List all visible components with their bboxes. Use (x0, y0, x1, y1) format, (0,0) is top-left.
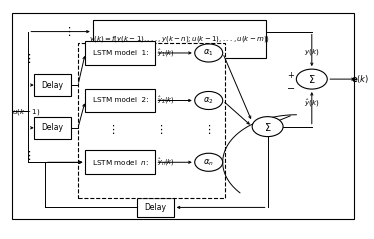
Circle shape (195, 44, 223, 62)
Text: ⋮: ⋮ (23, 151, 34, 161)
Text: LSTM model  $n$:: LSTM model $n$: (92, 158, 149, 167)
Text: $\mathbf{e}(k)$: $\mathbf{e}(k)$ (351, 73, 370, 85)
Text: $\alpha_n$: $\alpha_n$ (203, 157, 214, 168)
Text: $\hat{y}_1(k)$: $\hat{y}_1(k)$ (157, 47, 175, 59)
FancyBboxPatch shape (34, 117, 71, 139)
Text: ⋮: ⋮ (63, 27, 74, 37)
Text: +: + (287, 71, 294, 80)
Text: ⋮: ⋮ (23, 54, 34, 64)
Circle shape (252, 117, 283, 137)
Text: $\Sigma$: $\Sigma$ (308, 73, 316, 85)
FancyBboxPatch shape (12, 13, 354, 219)
Circle shape (195, 92, 223, 109)
Text: $\hat{y}_n(k)$: $\hat{y}_n(k)$ (157, 157, 175, 168)
Text: $y(k)$: $y(k)$ (304, 48, 320, 58)
Text: $\hat{y}_2(k)$: $\hat{y}_2(k)$ (157, 95, 175, 106)
Text: ⋮: ⋮ (203, 125, 214, 135)
Text: −: − (287, 84, 295, 94)
Circle shape (195, 153, 223, 171)
FancyBboxPatch shape (34, 74, 71, 96)
Text: $\alpha_2$: $\alpha_2$ (203, 95, 214, 106)
Text: LSTM model  1:: LSTM model 1: (92, 50, 148, 56)
Text: Delay: Delay (41, 81, 63, 90)
Text: $\alpha_1$: $\alpha_1$ (203, 48, 214, 58)
FancyBboxPatch shape (78, 43, 225, 198)
Text: $\hat{y}(k)$: $\hat{y}(k)$ (304, 98, 320, 109)
Text: Delay: Delay (41, 123, 63, 132)
Text: ⋮: ⋮ (155, 125, 166, 135)
FancyBboxPatch shape (137, 198, 174, 217)
Text: $\Sigma$: $\Sigma$ (264, 121, 272, 133)
Text: ⋮: ⋮ (107, 125, 119, 135)
Text: $u(k-1)$: $u(k-1)$ (12, 107, 40, 117)
FancyBboxPatch shape (85, 150, 155, 174)
Text: LSTM model  2:: LSTM model 2: (92, 98, 148, 103)
FancyBboxPatch shape (85, 89, 155, 112)
Circle shape (296, 69, 327, 89)
Text: $y(k)=f(y(k-1),...,y(k-n);u(k-1),...,u(k-m))$: $y(k)=f(y(k-1),...,y(k-n);u(k-1),...,u(k… (89, 34, 270, 44)
FancyBboxPatch shape (85, 41, 155, 65)
Text: Delay: Delay (144, 203, 166, 212)
FancyBboxPatch shape (93, 20, 266, 58)
